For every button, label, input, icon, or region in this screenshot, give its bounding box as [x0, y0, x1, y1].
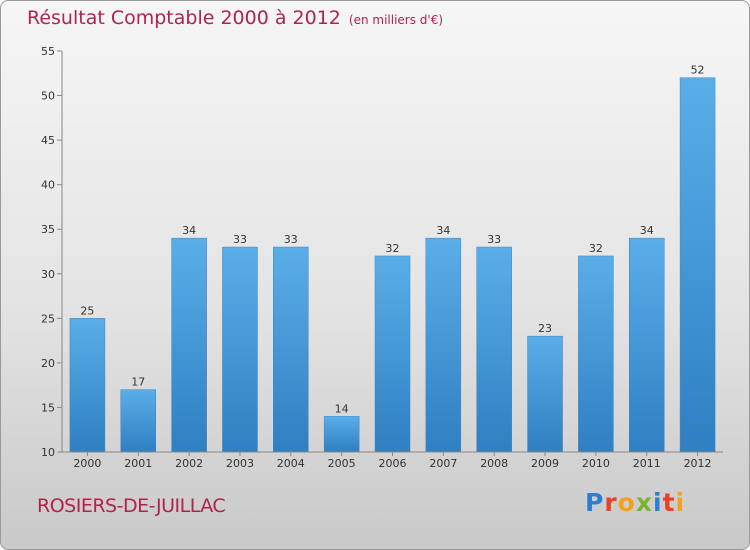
bar-2002	[171, 237, 207, 453]
x-tick-label: 2007	[429, 457, 457, 470]
proxiti-logo: Proxiti	[585, 488, 686, 517]
data-label-2002: 34	[182, 224, 196, 237]
data-label-2005: 14	[335, 402, 349, 415]
data-label-2010: 32	[589, 242, 603, 255]
y-tick-label: 10	[41, 446, 55, 459]
x-tick-label: 2005	[328, 457, 356, 470]
data-label-2003: 33	[233, 233, 247, 246]
x-tick-label: 2008	[480, 457, 508, 470]
y-axis: 10 15 20 25 30 35 40 45 50 55	[41, 45, 63, 459]
bar-2003	[222, 246, 258, 453]
y-tick-label: 40	[41, 179, 55, 192]
chart-title: Résultat Comptable 2000 à 2012	[27, 7, 341, 29]
y-tick-label: 15	[41, 401, 55, 414]
bar-2004	[273, 246, 309, 453]
data-label-2011: 34	[640, 224, 654, 237]
x-tick-label: 2011	[633, 457, 661, 470]
bar-2006	[374, 255, 411, 453]
data-label-2009: 23	[538, 322, 552, 335]
x-tick-label: 2001	[124, 457, 152, 470]
data-label-2007: 34	[436, 224, 450, 237]
x-tick-label: 2006	[379, 457, 407, 470]
x-tick-label: 2010	[582, 457, 610, 470]
data-label-2000: 25	[80, 304, 94, 317]
y-tick-label: 45	[41, 134, 55, 147]
x-tick-label: 2000	[73, 457, 101, 470]
bar-2011	[628, 237, 665, 453]
bar-2005	[323, 416, 360, 453]
x-tick-label: 2002	[175, 457, 203, 470]
data-label-2008: 33	[487, 233, 501, 246]
y-tick-label: 25	[41, 312, 55, 325]
commune-name: ROSIERS-DE-JUILLAC	[37, 495, 226, 517]
x-tick-label: 2003	[226, 457, 254, 470]
bar-2009	[527, 335, 563, 453]
y-tick-label: 30	[41, 268, 55, 281]
data-label-2012: 52	[691, 64, 705, 77]
x-tick-label: 2012	[684, 457, 712, 470]
y-tick-label: 50	[41, 90, 55, 103]
data-label-2006: 32	[386, 242, 400, 255]
x-axis: 2000 2001 2002 2003 2004 2005 2006 2007 2008 2009…	[62, 451, 723, 470]
bar-2007	[425, 237, 462, 453]
chart-header: Résultat Comptable 2000 à 2012 (en millie…	[27, 7, 443, 29]
y-tick-label: 20	[41, 357, 55, 370]
bar-2010	[578, 255, 614, 453]
bar-2008	[476, 246, 512, 453]
bar-2000	[69, 318, 106, 453]
bars: 25 17 34 33 33 14 32 34 33 23 32 34 52	[69, 64, 716, 453]
bar-2012	[679, 77, 716, 453]
bar-2001	[120, 389, 157, 453]
chart-unit: (en milliers d'€)	[348, 13, 444, 27]
data-label-2001: 17	[131, 376, 145, 389]
y-tick-label: 35	[41, 223, 55, 236]
x-tick-label: 2004	[277, 457, 305, 470]
y-tick-label: 55	[41, 45, 55, 58]
x-tick-label: 2009	[531, 457, 559, 470]
data-label-2004: 33	[284, 233, 298, 246]
